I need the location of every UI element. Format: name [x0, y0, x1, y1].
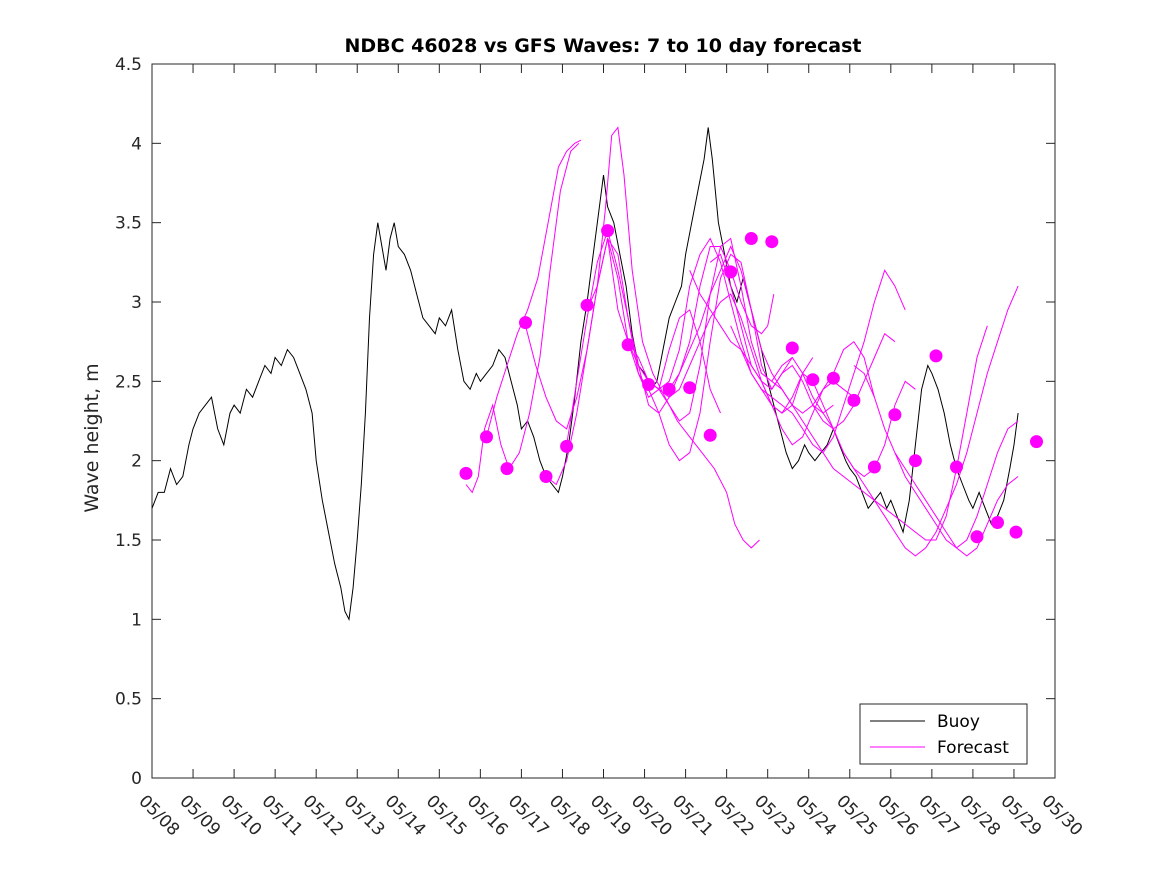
forecast-marker-16	[765, 235, 779, 249]
forecast-marker-15	[744, 232, 758, 245]
forecast-marker-27	[991, 516, 1004, 529]
legend-forecast-label: Forecast	[937, 738, 1009, 758]
forecast-marker-3	[500, 462, 514, 476]
forecast-marker-17	[785, 341, 799, 355]
y-tick-label: 4	[131, 134, 142, 154]
y-tick-label: 1.5	[115, 531, 142, 551]
forecast-line-15	[812, 285, 1019, 557]
forecast-line-1	[465, 142, 580, 494]
series-layer	[151, 126, 1043, 621]
forecast-line-3	[525, 126, 760, 549]
legend: Buoy Forecast	[859, 703, 1028, 765]
forecast-marker-24	[929, 349, 943, 363]
forecast-marker-29	[1030, 435, 1043, 449]
forecast-marker-10	[642, 378, 656, 391]
y-tick-label: 3	[131, 293, 142, 313]
y-tick-label: 2.5	[115, 372, 142, 392]
legend-box	[859, 703, 1028, 765]
forecast-line-11	[689, 270, 896, 430]
forecast-line-6	[586, 238, 793, 462]
y-tick-label: 0.5	[115, 690, 142, 710]
forecast-marker-1	[459, 466, 473, 480]
forecast-line-10	[668, 245, 875, 414]
forecast-line-16	[853, 365, 1019, 549]
legend-buoy-label: Buoy	[937, 712, 980, 732]
forecast-marker-21	[867, 460, 881, 474]
forecast-marker-28	[1009, 525, 1023, 539]
forecast-marker-7	[580, 298, 594, 312]
buoy-line	[151, 127, 1019, 621]
forecast-marker-18	[806, 373, 820, 387]
forecast-marker-23	[908, 454, 922, 468]
forecast-marker-25	[950, 460, 963, 474]
forecast-marker-11	[662, 382, 676, 396]
y-tick-label: 4.5	[115, 55, 142, 75]
forecast-marker-13	[703, 428, 717, 442]
forecast-marker-2	[480, 430, 493, 444]
forecast-marker-5	[539, 470, 553, 483]
y-tick-label: 3.5	[115, 214, 142, 234]
y-tick-label: 1	[131, 610, 142, 630]
chart-title: NDBC 46028 vs GFS Waves: 7 to 10 day for…	[344, 35, 861, 57]
y-tick-label: 0	[131, 769, 142, 789]
plot-area	[151, 63, 1056, 779]
forecast-marker-14	[724, 265, 738, 279]
forecast-line-13	[730, 269, 906, 454]
y-axis-label: Wave height, m	[81, 363, 103, 512]
forecast-marker-9	[621, 338, 635, 352]
forecast-line-14	[771, 325, 988, 541]
forecast-line-2	[486, 139, 582, 438]
forecast-marker-26	[970, 530, 984, 544]
forecast-marker-22	[888, 408, 902, 422]
forecast-marker-6	[560, 439, 574, 453]
forecast-marker-12	[683, 381, 697, 395]
forecast-marker-8	[601, 224, 615, 238]
forecast-marker-4	[519, 316, 532, 330]
forecast-marker-19	[826, 371, 840, 385]
forecast-marker-20	[847, 393, 861, 407]
y-tick-label: 2	[131, 452, 142, 472]
forecast-line-8	[627, 237, 834, 422]
forecast-line-17	[894, 452, 1019, 557]
